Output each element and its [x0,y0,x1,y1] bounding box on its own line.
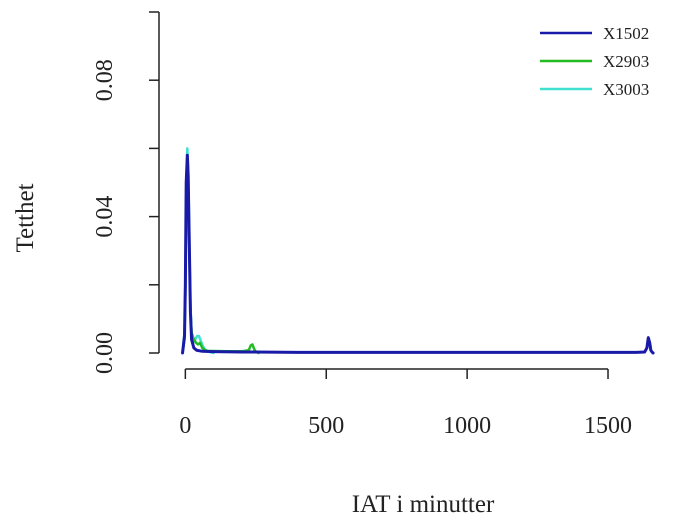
legend-label: X2903 [603,52,649,71]
legend-label: X1502 [603,24,649,43]
plot-series [181,147,655,355]
x-axis-title: IAT i minutter [352,491,495,518]
y-ticks: 0.00 0.04 0.08 [92,11,159,374]
x-tick-label: 1500 [584,413,632,439]
x-ticks: 0 500 1000 1500 [179,369,632,439]
x-tick-label: 500 [308,413,344,439]
series-line-x2903 [181,157,260,355]
legend-label: X3003 [603,80,649,99]
series-line-x1502 [181,153,655,355]
y-tick-label: 0.08 [92,59,118,101]
y-tick-label: 0.04 [92,196,118,238]
x-tick-label: 0 [179,413,191,439]
legend: X1502 X2903 X3003 [540,24,649,99]
axes: 0 500 1000 1500 0.00 0.04 0.08 [92,11,632,439]
x-tick-label: 1000 [443,413,491,439]
y-tick-label: 0.00 [92,332,118,374]
y-axis-title: Tetthet [12,183,39,252]
